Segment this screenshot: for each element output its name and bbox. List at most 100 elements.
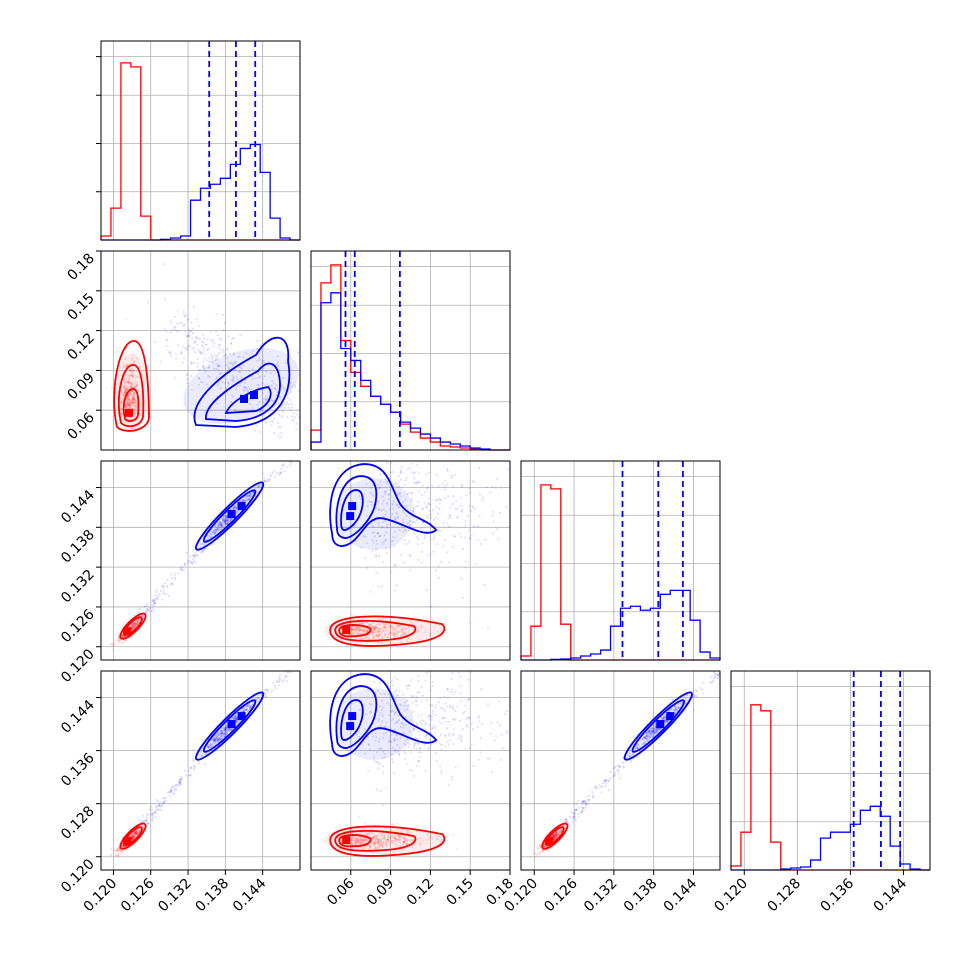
sample-point bbox=[224, 519, 227, 522]
sample-point bbox=[402, 561, 405, 564]
sample-point bbox=[536, 846, 539, 849]
sample-point bbox=[446, 467, 449, 471]
sample-point bbox=[175, 322, 178, 326]
sample-point bbox=[394, 837, 397, 840]
sample-point bbox=[435, 474, 438, 477]
sample-point bbox=[169, 354, 173, 358]
sample-point bbox=[124, 388, 127, 392]
sample-point bbox=[214, 355, 218, 358]
sample-point bbox=[426, 516, 430, 519]
sample-point bbox=[359, 842, 362, 845]
sample-point bbox=[377, 839, 380, 842]
sample-point bbox=[140, 402, 143, 406]
sample-point bbox=[385, 462, 388, 465]
sample-point bbox=[451, 437, 453, 439]
sample-point bbox=[393, 749, 397, 752]
sample-point bbox=[381, 845, 384, 848]
sample-point bbox=[131, 368, 134, 371]
sample-point bbox=[129, 402, 132, 405]
sample-point bbox=[399, 725, 402, 729]
sample-point bbox=[582, 807, 585, 810]
sample-point bbox=[351, 618, 354, 621]
sample-point bbox=[371, 837, 374, 840]
sample-point bbox=[191, 347, 194, 351]
sample-point bbox=[132, 396, 135, 400]
sample-point bbox=[225, 514, 229, 517]
sample-point bbox=[357, 632, 360, 635]
sample-point bbox=[376, 623, 379, 626]
sample-point bbox=[388, 624, 392, 627]
sample-point bbox=[350, 628, 354, 631]
sample-point bbox=[395, 629, 399, 633]
sample-point bbox=[372, 541, 375, 544]
sample-point bbox=[448, 739, 452, 742]
sample-point bbox=[224, 520, 227, 523]
sample-point bbox=[402, 632, 405, 635]
sample-point bbox=[233, 506, 236, 509]
sample-point bbox=[133, 394, 136, 397]
sample-point bbox=[248, 493, 251, 496]
sample-point bbox=[377, 717, 381, 720]
sample-point bbox=[175, 353, 178, 356]
sample-point bbox=[552, 834, 556, 837]
sample-point bbox=[428, 471, 431, 474]
sample-point bbox=[424, 628, 427, 631]
sample-point bbox=[129, 385, 133, 388]
sample-point bbox=[132, 625, 135, 628]
sample-point bbox=[433, 724, 436, 727]
sample-point bbox=[231, 374, 234, 378]
sample-point bbox=[408, 743, 411, 746]
sample-point bbox=[288, 671, 292, 674]
sample-point bbox=[126, 396, 129, 400]
sample-point bbox=[382, 832, 385, 835]
sample-point bbox=[373, 841, 376, 845]
sample-point bbox=[206, 744, 209, 748]
sample-point bbox=[376, 837, 379, 841]
sample-point bbox=[258, 409, 261, 413]
sample-point bbox=[118, 639, 121, 642]
sample-point bbox=[358, 840, 361, 843]
sample-point bbox=[287, 403, 291, 406]
sample-point bbox=[209, 535, 212, 539]
sample-point bbox=[229, 518, 232, 521]
sample-point bbox=[478, 493, 482, 496]
sample-point bbox=[233, 506, 236, 510]
sample-point bbox=[131, 398, 134, 401]
sample-point bbox=[564, 820, 567, 824]
sample-point bbox=[119, 401, 123, 404]
sample-point bbox=[417, 714, 420, 718]
sample-point bbox=[169, 788, 172, 791]
sample-point bbox=[242, 356, 245, 359]
sample-point bbox=[221, 737, 224, 740]
sample-point bbox=[424, 721, 427, 725]
sample-point bbox=[120, 412, 124, 415]
sample-point bbox=[209, 532, 212, 536]
sample-point bbox=[362, 629, 365, 632]
sample-point bbox=[417, 500, 420, 503]
sample-point bbox=[126, 406, 129, 409]
sample-point bbox=[355, 734, 359, 737]
sample-point bbox=[406, 762, 409, 765]
sample-point bbox=[551, 835, 554, 838]
sample-point bbox=[172, 792, 176, 796]
sample-point bbox=[129, 392, 132, 395]
sample-point bbox=[377, 508, 380, 511]
sample-point bbox=[379, 832, 382, 835]
sample-point bbox=[416, 630, 419, 634]
sample-point bbox=[398, 841, 401, 844]
sample-point bbox=[214, 528, 217, 531]
sample-point bbox=[401, 500, 405, 503]
sample-point bbox=[220, 731, 224, 734]
sample-point bbox=[384, 513, 387, 516]
sample-point bbox=[374, 555, 377, 558]
sample-point bbox=[379, 747, 382, 750]
sample-point bbox=[221, 731, 224, 734]
sample-point bbox=[371, 539, 374, 542]
sample-point bbox=[214, 530, 217, 533]
sample-point bbox=[236, 378, 239, 381]
sample-point bbox=[154, 811, 157, 814]
sample-point bbox=[408, 524, 412, 527]
sample-point bbox=[131, 389, 134, 392]
sample-point bbox=[498, 511, 502, 515]
sample-point bbox=[379, 789, 382, 792]
